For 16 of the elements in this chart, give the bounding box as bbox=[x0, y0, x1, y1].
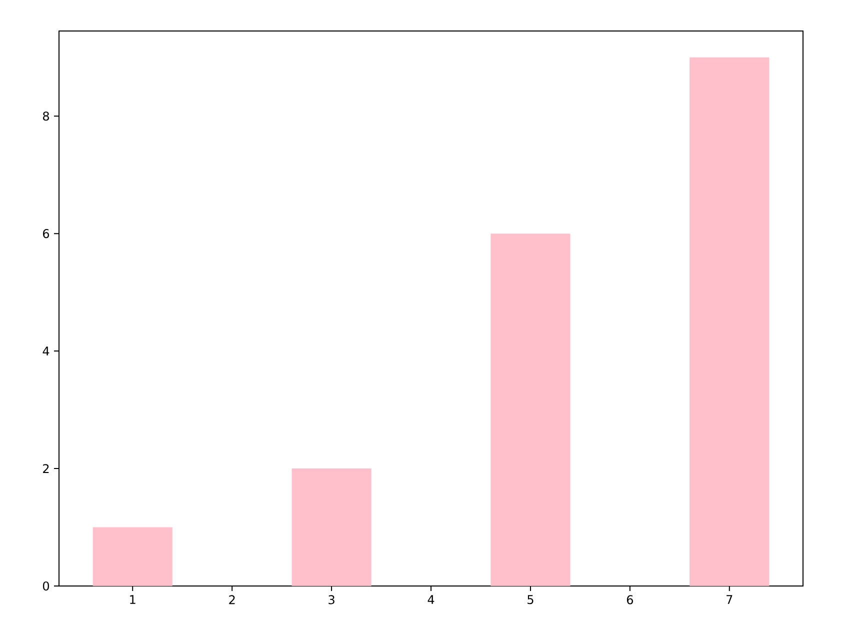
x-tick-label: 2 bbox=[229, 595, 235, 604]
y-tick-label: 8 bbox=[42, 112, 49, 121]
x-tick-label: 5 bbox=[528, 595, 534, 604]
x-tick-label: 3 bbox=[328, 595, 334, 604]
x-tick-label: 7 bbox=[726, 595, 732, 604]
bar bbox=[690, 57, 770, 586]
bar bbox=[92, 527, 172, 586]
x-tick-label: 4 bbox=[428, 595, 434, 604]
y-tick-label: 2 bbox=[43, 464, 49, 473]
y-tick-label: 4 bbox=[42, 346, 50, 356]
x-tick-label: 1 bbox=[130, 595, 136, 604]
bar bbox=[292, 468, 372, 586]
bar bbox=[490, 234, 570, 586]
y-tick-label: 0 bbox=[42, 581, 50, 591]
x-tick-label: 6 bbox=[626, 595, 633, 604]
y-tick-label: 6 bbox=[43, 229, 50, 238]
